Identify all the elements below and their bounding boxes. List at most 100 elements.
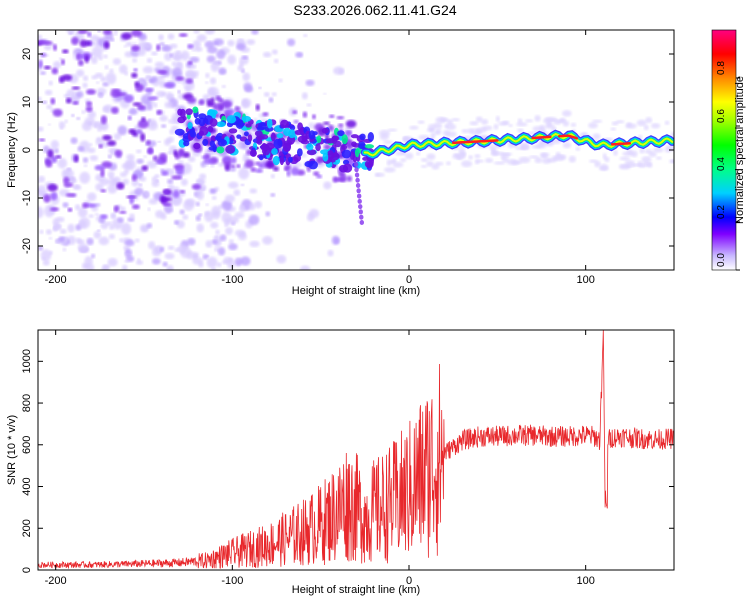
heatmap-speckle	[224, 223, 228, 227]
heatmap-speckle	[89, 143, 93, 147]
heatmap-speckle	[124, 239, 135, 247]
heatmap-speckle	[45, 54, 50, 57]
heatmap-halo	[416, 151, 421, 156]
heatmap-halo	[461, 128, 469, 134]
heatmap-halo	[451, 118, 460, 122]
heatmap-ridge-peak	[451, 139, 499, 145]
heatmap-ridge-blob	[174, 128, 185, 136]
heatmap-ridge-blob	[306, 143, 314, 151]
heatmap-ridge-blob	[228, 136, 234, 145]
heatmap-speckle	[131, 179, 139, 187]
heatmap-speckle	[134, 187, 144, 196]
heatmap-halo	[498, 121, 509, 126]
heatmap-halo	[517, 118, 523, 124]
heatmap-halo	[434, 161, 444, 166]
heatmap-ridge-blob	[189, 128, 195, 138]
colorbar-ticks: 0.0 0.2 0.4 0.6 0.8	[716, 61, 740, 271]
heatmap-tail-blob	[358, 204, 363, 210]
heatmap-speckle	[213, 38, 224, 46]
heatmap-blob	[236, 164, 241, 168]
heatmap-blob	[262, 112, 269, 117]
heatmap-blob	[284, 164, 292, 171]
heatmap-y-label: Frequency (Hz)	[6, 112, 18, 188]
heatmap-ridge-blob	[316, 135, 322, 144]
heatmap-ridge-blob	[308, 130, 316, 140]
heatmap-ridge-blob	[322, 152, 329, 162]
heatmap-speckle	[306, 212, 315, 222]
heatmap-blob	[98, 144, 103, 149]
heatmap-speckle	[187, 237, 196, 246]
heatmap-speckle	[248, 214, 260, 226]
heatmap-speckle	[167, 136, 175, 143]
heatmap-blob	[38, 39, 46, 44]
heatmap-halo	[532, 126, 544, 132]
heatmap-blob	[147, 146, 154, 155]
heatmap-halo	[534, 157, 543, 164]
heatmap-blob	[178, 149, 184, 158]
heatmap-speckle	[199, 173, 207, 180]
heatmap-speckle	[76, 117, 81, 120]
heatmap-blob	[58, 76, 65, 84]
heatmap-speckle	[91, 46, 103, 58]
heatmap-speckle	[244, 85, 254, 93]
heatmap-halo	[648, 151, 657, 158]
snr-y-tick-label: 200	[21, 519, 33, 537]
heatmap-speckle	[237, 65, 244, 72]
snr-x-tick-label: 0	[406, 575, 412, 587]
heatmap-speckle	[87, 110, 97, 119]
heatmap-speckle	[249, 188, 258, 194]
heatmap-speckle	[228, 257, 233, 262]
heatmap-speckle	[276, 254, 287, 264]
heatmap-halo	[518, 156, 531, 164]
heatmap-speckle	[249, 202, 256, 211]
heatmap-blob	[73, 154, 79, 163]
heatmap-speckle	[95, 136, 104, 146]
heatmap-blob	[187, 43, 194, 49]
heatmap-speckle	[93, 231, 102, 239]
heatmap-blob	[162, 196, 172, 202]
heatmap-speckle	[108, 233, 116, 240]
heatmap-ridge-blob	[297, 122, 303, 131]
heatmap-halo	[591, 119, 603, 123]
heatmap-blob	[78, 59, 84, 67]
heatmap-speckle	[327, 249, 334, 257]
heatmap-halo	[619, 156, 631, 161]
heatmap-speckle	[180, 50, 190, 61]
heatmap-speckle	[129, 213, 135, 219]
heatmap-tail-blob	[359, 214, 364, 220]
heatmap-ridge-band	[363, 132, 674, 157]
heatmap-speckle	[151, 246, 162, 257]
heatmap-blob	[178, 33, 188, 38]
heatmap-blob	[175, 166, 184, 176]
heatmap-speckle	[75, 237, 82, 244]
heatmap-halo	[420, 157, 428, 162]
heatmap-blob	[175, 76, 185, 81]
heatmap-speckle	[137, 257, 141, 262]
heatmap-ridge-blob	[266, 118, 273, 129]
heatmap-speckle	[98, 121, 109, 131]
heatmap-blob	[110, 88, 121, 93]
heatmap-blob	[85, 101, 93, 107]
heatmap-ridge-blob	[308, 160, 318, 170]
heatmap-speckle	[164, 252, 175, 260]
heatmap-speckle	[167, 245, 175, 250]
heatmap-speckle	[58, 121, 66, 129]
heatmap-speckle	[81, 110, 86, 114]
heatmap-ridge-blob	[264, 126, 274, 132]
heatmap-halo	[626, 148, 633, 155]
heatmap-x-tick-label: -100	[221, 274, 243, 286]
heatmap-halo	[444, 123, 449, 129]
heatmap-ridge-blob	[272, 155, 280, 166]
heatmap-speckle	[338, 68, 345, 75]
heatmap-speckle	[147, 121, 158, 131]
heatmap-ridge-blob	[226, 115, 237, 124]
heatmap-x-tick-label: -200	[45, 274, 67, 286]
heatmap-halo	[645, 117, 653, 124]
heatmap-halo	[426, 153, 436, 160]
heatmap-blob	[119, 210, 127, 214]
heatmap-blob	[137, 105, 146, 110]
heatmap-speckle	[147, 207, 151, 212]
heatmap-speckle	[218, 67, 227, 75]
heatmap-blob	[334, 177, 345, 182]
heatmap-speckle	[134, 238, 140, 243]
